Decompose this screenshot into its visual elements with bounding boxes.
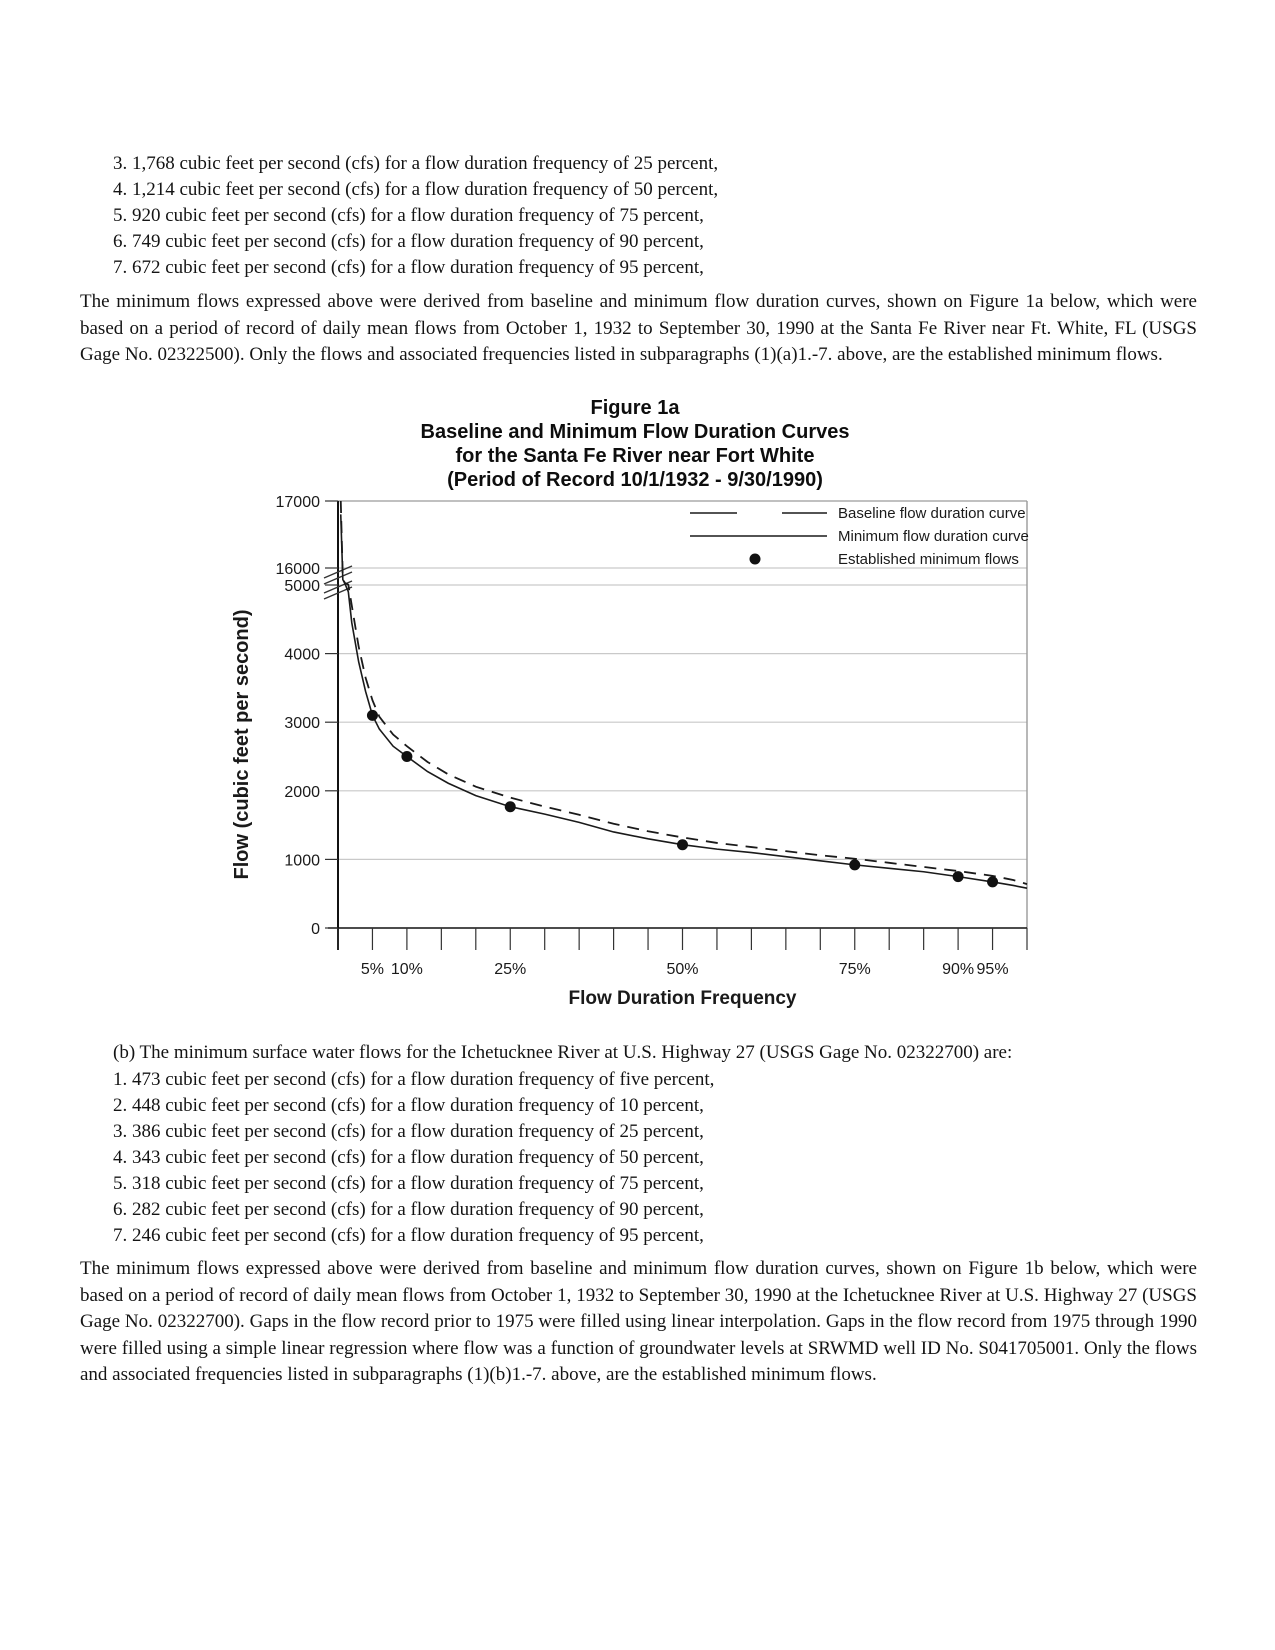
minimum-flow-duration-curve	[339, 514, 1028, 889]
list-item: 4. 1,214 cubic feet per second (cfs) for…	[113, 179, 719, 200]
established-flow-point	[401, 751, 413, 762]
y-tick-label: 0	[311, 921, 320, 938]
section-b-intro: (b) The minimum surface water flows for …	[113, 1042, 1013, 1063]
y-tick-label: 5000	[284, 578, 320, 595]
established-minimum-flow-points	[366, 709, 999, 888]
y-tick-label: 4000	[284, 647, 320, 664]
list-item: 2. 448 cubic feet per second (cfs) for a…	[113, 1095, 704, 1116]
y-tick-label: 16000	[276, 561, 321, 578]
paragraph-santa-fe: The minimum flows expressed above were d…	[80, 291, 1197, 365]
chart-legend: Baseline flow duration curve Minimum flow…	[690, 505, 1029, 568]
minimum-flows-list-santa-fe: 3. 1,768 cubic feet per second (cfs) for…	[113, 151, 718, 281]
y-axis-title: Flow (cubic feet per second)	[231, 609, 253, 879]
x-axis-title: Flow Duration Frequency	[568, 988, 796, 1009]
established-flow-point	[366, 709, 378, 721]
list-item: 3. 1,768 cubic feet per second (cfs) for…	[113, 153, 719, 174]
y-tick-label: 1000	[284, 852, 320, 869]
y-tick-label: 3000	[284, 715, 320, 732]
established-flow-point	[952, 871, 964, 883]
x-axis-ticks: 5% 10% 25% 50% 75% 90% 95%	[337, 928, 1028, 978]
list-item: 5. 920 cubic feet per second (cfs) for a…	[113, 205, 704, 226]
established-flow-point	[849, 859, 861, 871]
minimum-flows-list-ichetucknee: 1. 473 cubic feet per second (cfs) for a…	[113, 1067, 714, 1249]
x-tick-label: 95%	[977, 961, 1009, 978]
x-tick-label: 90%	[942, 961, 974, 978]
legend-label: Established minimum flows	[838, 551, 1019, 568]
figure-title-line: Baseline and Minimum Flow Duration Curve…	[420, 421, 850, 443]
legend-label: Baseline flow duration curve	[838, 505, 1026, 522]
x-tick-label: 10%	[391, 961, 423, 978]
established-flow-point	[504, 801, 516, 813]
list-item: 4. 343 cubic feet per second (cfs) for a…	[113, 1147, 704, 1168]
gridlines	[338, 500, 1027, 860]
list-item: 7. 672 cubic feet per second (cfs) for a…	[113, 257, 704, 278]
x-tick-label: 75%	[839, 961, 871, 978]
figure-1a-title: Figure 1a Baseline and Minimum Flow Dura…	[220, 396, 1050, 492]
figure-title-line: (Period of Record 10/1/1932 - 9/30/1990)	[447, 469, 823, 491]
figure-title-line: Figure 1a	[590, 397, 680, 419]
y-tick-label: 2000	[284, 784, 320, 801]
list-item: 6. 749 cubic feet per second (cfs) for a…	[113, 231, 704, 252]
y-tick-label: 17000	[276, 494, 321, 511]
list-item: 1. 473 cubic feet per second (cfs) for a…	[113, 1069, 715, 1090]
established-flow-point	[987, 876, 999, 888]
x-tick-label: 5%	[361, 961, 384, 978]
flow-duration-chart: 5% 10% 25% 50% 75% 90% 95% 0 1000 2000 3000 4000 500…	[231, 494, 1029, 1009]
x-tick-label: 25%	[494, 961, 526, 978]
figure-1a-chart: 5% 10% 25% 50% 75% 90% 95% 0 1000 2000 3000 4000 500…	[220, 470, 1050, 1018]
list-item: 7. 246 cubic feet per second (cfs) for a…	[113, 1225, 704, 1246]
baseline-flow-duration-curve	[339, 500, 1028, 885]
paragraph-ichetucknee: The minimum flows expressed above were d…	[80, 1258, 1197, 1385]
list-item: 3. 386 cubic feet per second (cfs) for a…	[113, 1121, 704, 1142]
legend-label: Minimum flow duration curve	[838, 528, 1029, 545]
established-flow-point	[677, 839, 688, 851]
figure-title-line: for the Santa Fe River near Fort White	[455, 445, 815, 467]
x-tick-label: 50%	[666, 961, 698, 978]
list-item: 5. 318 cubic feet per second (cfs) for a…	[113, 1173, 704, 1194]
list-item: 6. 282 cubic feet per second (cfs) for a…	[113, 1199, 704, 1220]
